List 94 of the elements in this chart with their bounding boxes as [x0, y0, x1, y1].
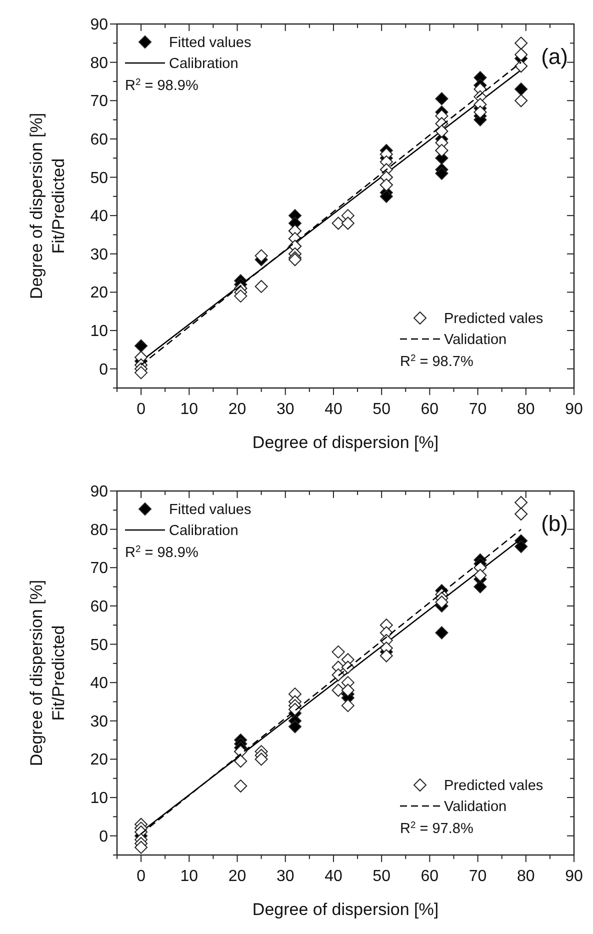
point	[341, 216, 354, 230]
legend-label: Predicted vales	[444, 311, 544, 327]
y-tick-label: 40	[90, 675, 108, 692]
legend-label: Calibration	[169, 56, 238, 72]
x-axis-title: Degree of dispersion [%]	[252, 900, 439, 919]
y-axis-title: Degree of dispersion [%] Fit/Predicted	[27, 112, 68, 300]
x-tick-label: 30	[276, 401, 294, 418]
y-tick-label: 70	[90, 560, 108, 578]
point	[435, 626, 448, 640]
y-tick-label: 90	[90, 16, 108, 34]
x-tick-label: 80	[516, 868, 535, 885]
y-tick-label: 70	[90, 93, 108, 110]
point	[234, 780, 248, 793]
x-tick-label: 20	[228, 868, 246, 885]
point	[332, 684, 345, 697]
annotation: R$^{2}$ = 98.9%	[125, 76, 198, 94]
point	[332, 645, 345, 658]
x-tick-label: 60	[420, 401, 439, 418]
point	[134, 366, 148, 380]
x-tick-label: 90	[565, 868, 583, 885]
point	[474, 568, 487, 582]
point	[514, 540, 528, 554]
point	[474, 106, 487, 119]
point	[514, 496, 528, 509]
y-tick-label: 20	[90, 284, 108, 302]
x-tick-label: 0	[136, 868, 146, 885]
x-tick-label: 30	[276, 868, 294, 885]
annotation: R$^{2}$ = 98.9%	[125, 542, 198, 561]
point	[514, 36, 528, 50]
annotation: (b)	[541, 511, 568, 536]
annotation: R$^{2}$ = 97.8%	[400, 818, 474, 837]
legend-label: Fitted values	[169, 35, 252, 51]
legend-label: Calibration	[169, 523, 238, 539]
point	[234, 754, 248, 768]
point	[341, 699, 354, 712]
y-tick-label: 0	[99, 361, 108, 378]
point	[288, 702, 302, 716]
point	[435, 596, 448, 609]
x-tick-label: 50	[372, 401, 391, 418]
point	[134, 840, 148, 854]
point	[514, 82, 528, 96]
x-tick-label: 40	[324, 868, 342, 885]
x-tick-label: 70	[468, 868, 487, 885]
legend-label: Validation	[444, 799, 507, 815]
y-tick-label: 0	[99, 828, 108, 846]
y-axis-title: Degree of dispersion [%] Fit/Predicted	[27, 580, 68, 766]
point	[514, 507, 528, 520]
x-tick-label: 40	[324, 401, 342, 418]
x-axis-title: Degree of dispersion [%]	[252, 433, 439, 452]
y-tick-label: 10	[90, 323, 108, 340]
x-tick-label: 20	[228, 401, 246, 418]
point	[254, 280, 268, 293]
point	[332, 216, 345, 230]
point	[435, 124, 448, 138]
legend-label: Fitted values	[169, 502, 252, 518]
point	[514, 60, 528, 73]
point	[514, 48, 528, 62]
y-tick-label: 50	[90, 636, 108, 654]
point	[288, 720, 302, 734]
y-tick-label: 30	[90, 713, 108, 730]
y-tick-label: 20	[90, 752, 108, 769]
x-tick-label: 50	[372, 868, 391, 885]
point	[254, 752, 268, 766]
x-tick-label: 60	[420, 868, 439, 885]
y-tick-label: 80	[90, 54, 108, 72]
x-tick-label: 80	[516, 401, 535, 418]
x-tick-label: 70	[468, 401, 487, 418]
x-tick-label: 0	[136, 401, 146, 418]
point	[380, 190, 393, 203]
x-tick-label: 90	[565, 401, 583, 418]
point	[435, 92, 448, 106]
y-tick-label: 60	[90, 598, 108, 616]
point	[474, 580, 487, 594]
y-tick-label: 30	[90, 246, 108, 264]
annotation: (a)	[541, 44, 568, 69]
legend-label: Validation	[444, 332, 507, 348]
y-tick-label: 40	[90, 208, 108, 226]
point	[134, 339, 148, 352]
point	[234, 290, 248, 303]
point	[435, 166, 448, 180]
y-tick-label: 80	[90, 522, 108, 539]
y-tick-label: 10	[90, 790, 108, 808]
point	[514, 94, 528, 108]
x-tick-label: 10	[180, 401, 198, 418]
point	[380, 649, 393, 662]
annotation: R$^{2}$ = 98.7%	[400, 352, 474, 370]
y-tick-label: 60	[90, 131, 108, 148]
x-tick-label: 10	[180, 868, 198, 885]
y-tick-label: 50	[90, 170, 108, 187]
point	[341, 684, 354, 697]
y-tick-label: 90	[90, 484, 108, 500]
point	[254, 249, 268, 262]
legend-label: Predicted vales	[444, 778, 544, 794]
point	[332, 668, 345, 682]
